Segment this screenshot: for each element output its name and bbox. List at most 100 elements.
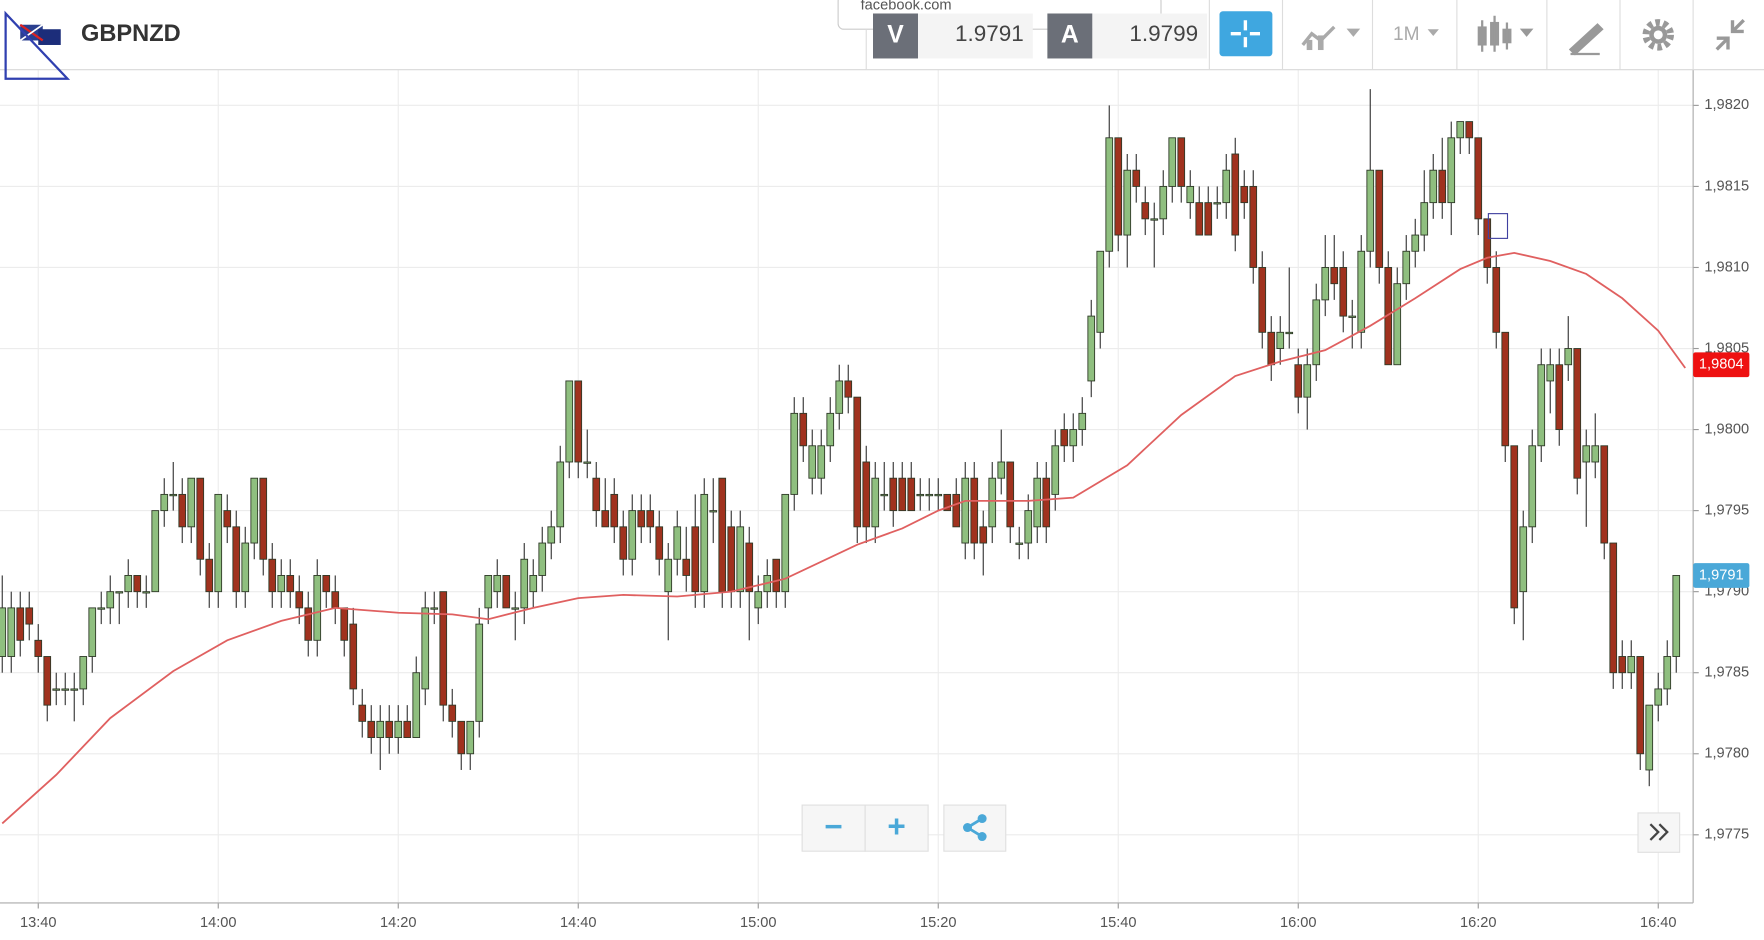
settings-button[interactable]: [1642, 19, 1674, 51]
candle-body: [403, 720, 412, 739]
candle-body: [925, 493, 934, 497]
candle-body: [754, 591, 763, 609]
zoom-in-button[interactable]: [864, 804, 929, 852]
candle-body: [664, 558, 673, 593]
annotation-triangle: [4, 10, 71, 80]
candle-body: [196, 477, 205, 560]
chart-type-button[interactable]: [1477, 15, 1534, 52]
dropdown-arrow[interactable]: [1427, 29, 1439, 36]
sell-label[interactable]: V: [887, 22, 904, 49]
candle-body: [1195, 202, 1204, 236]
candle-body: [979, 526, 988, 544]
candle-body: [250, 477, 259, 544]
x-tick-label: 15:00: [740, 915, 777, 931]
candle-body: [241, 542, 250, 593]
candle-body: [1555, 364, 1564, 431]
draw-button[interactable]: [1568, 23, 1604, 56]
candle-body: [16, 607, 25, 641]
popup-text: facebook.com: [861, 0, 952, 13]
candle-body: [1519, 526, 1528, 593]
candle-body: [1294, 364, 1303, 398]
candle-body: [43, 656, 52, 706]
candle-body: [322, 575, 331, 593]
candle-body: [106, 591, 115, 609]
crosshair-button[interactable]: [1219, 11, 1273, 57]
y-tick-label: 1,9780: [1704, 746, 1749, 762]
candle-body: [700, 493, 709, 593]
candle-body: [1267, 331, 1276, 366]
candle-body: [1654, 688, 1663, 706]
candle-body: [1636, 656, 1645, 755]
candle-body: [1645, 704, 1654, 771]
candle-body: [835, 380, 844, 414]
symbol: GBPNZD: [81, 21, 181, 47]
candle-body: [1357, 250, 1366, 333]
buy-price-box[interactable]: [1092, 13, 1208, 59]
share-button[interactable]: [943, 804, 1007, 852]
candle-body: [1600, 445, 1609, 544]
candle-body: [34, 639, 43, 657]
price-tag: [1693, 352, 1750, 378]
candle-body: [286, 575, 295, 593]
candle-body: [304, 607, 313, 641]
sell-price[interactable]: 1.9791: [955, 21, 1024, 46]
candle-body: [988, 477, 997, 528]
sell-button[interactable]: [873, 13, 918, 59]
candle-body: [745, 542, 754, 593]
zoom-in[interactable]: +: [887, 808, 905, 844]
candle-body: [1456, 121, 1465, 139]
candle-body: [727, 526, 736, 593]
candle-body: [430, 607, 439, 610]
candle-body: [376, 720, 385, 739]
candle-body: [781, 493, 790, 593]
scroll-right-button[interactable]: [1637, 812, 1681, 853]
candle-body: [1051, 445, 1060, 495]
candle-body: [1537, 364, 1546, 447]
buy-label[interactable]: A: [1061, 22, 1079, 49]
candle-body: [970, 477, 979, 544]
candle-body: [1510, 445, 1519, 609]
candle-body: [538, 542, 547, 576]
candle-body: [673, 526, 682, 560]
candle-body: [1132, 169, 1141, 187]
candle-body: [1312, 299, 1321, 366]
candle-body: [691, 526, 700, 593]
candle-body: [1438, 169, 1447, 204]
zoom-out-button[interactable]: [801, 804, 866, 852]
price-tag: [1693, 563, 1750, 588]
candle-body: [1474, 137, 1483, 220]
candle-body: [394, 720, 403, 739]
candle-body: [1123, 169, 1132, 236]
y-tick-label: 1,9815: [1704, 178, 1749, 194]
y-tick-label: 1,9775: [1704, 827, 1749, 843]
candle-body: [1033, 477, 1042, 528]
sell-price-box[interactable]: [918, 13, 1033, 59]
candle-body: [1366, 169, 1375, 252]
x-tick-label: 14:40: [560, 915, 597, 931]
x-tick-label: 14:00: [200, 915, 237, 931]
indicator-button[interactable]: [1301, 25, 1361, 51]
candle-body: [1105, 137, 1114, 252]
candle-body: [97, 607, 106, 610]
y-tick-label: 1,9820: [1704, 97, 1749, 113]
buy-button[interactable]: [1047, 13, 1093, 59]
candle-body: [709, 510, 718, 513]
candle-body: [187, 477, 196, 528]
timeframe[interactable]: 1M: [1393, 24, 1420, 45]
candle-body: [1222, 169, 1231, 204]
candle-body: [1087, 315, 1096, 382]
collapse-button[interactable]: [1715, 19, 1745, 51]
candle-body: [529, 575, 538, 593]
candle-body: [916, 493, 925, 497]
candle-body: [1492, 267, 1501, 333]
candle-body: [1348, 315, 1357, 318]
candle-body: [1429, 169, 1438, 204]
candle-body: [1024, 510, 1033, 544]
candle-body: [736, 526, 745, 593]
zoom-out[interactable]: −: [824, 808, 842, 844]
candle-body: [790, 412, 799, 495]
candle-body: [1060, 429, 1069, 447]
buy-price[interactable]: 1.9799: [1129, 21, 1198, 46]
candle-body: [1249, 185, 1258, 268]
